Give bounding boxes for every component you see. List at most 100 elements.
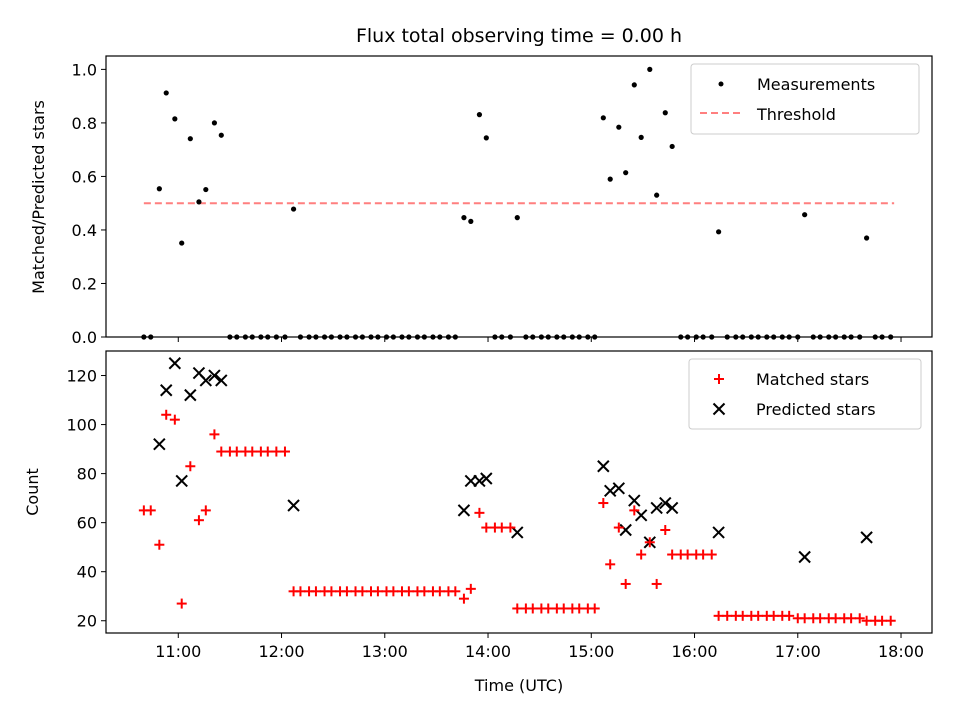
measurement-point [616, 124, 622, 130]
ratio-y-tick-label: 0.0 [72, 328, 97, 347]
matched-point [403, 586, 414, 597]
measurement-point [203, 186, 209, 193]
matched-point [505, 522, 516, 533]
matched-point [660, 525, 671, 536]
ratio-plot-frame [105, 55, 933, 338]
measurement-points [141, 66, 894, 340]
matched-point [753, 610, 764, 621]
legend-predicted-marker [712, 402, 726, 416]
count-panel: Count Time (UTC) 20 40 60 80 100 120 11:00 12:… [23, 350, 933, 695]
ratio-legend: Measurements Threshold [690, 63, 920, 135]
chart-title: Flux total observing time = 0.00 h [356, 25, 682, 47]
predicted-point [208, 369, 221, 382]
matched-point [169, 414, 180, 425]
measurement-point [600, 115, 606, 121]
ratio-panel: Flux total observing time = 0.00 h Match… [29, 25, 933, 347]
matched-point [279, 446, 290, 457]
measurement-point [669, 143, 675, 150]
count-y-tick-label: 60 [77, 514, 97, 533]
matched-point [543, 603, 554, 614]
measurement-point [631, 82, 637, 88]
matched-point [644, 537, 655, 548]
matched-point [247, 446, 258, 457]
count-y-tick-label: 20 [77, 612, 97, 631]
count-x-tick-label: 15:00 [568, 642, 614, 661]
measurement-point [476, 112, 483, 118]
count-x-tick-label: 11:00 [155, 642, 201, 661]
matched-point [667, 549, 678, 560]
matched-point [465, 583, 476, 594]
matched-point [271, 446, 282, 457]
matched-point [262, 446, 273, 457]
count-y-tick-label: 40 [77, 563, 97, 582]
matched-point [161, 409, 172, 420]
predicted-point [457, 504, 471, 517]
count-y-axis: 20 40 60 80 100 120 [66, 367, 106, 631]
matched-point [636, 549, 647, 560]
predicted-point [612, 482, 626, 495]
matched-point [341, 586, 352, 597]
count-y-tick-label: 100 [66, 416, 97, 435]
matched-point [372, 586, 383, 597]
measurement-point [218, 132, 224, 138]
matched-point [784, 610, 795, 621]
count-x-axis-label: Time (UTC) [474, 676, 563, 695]
measurement-point [461, 215, 467, 221]
count-x-tick-label: 18:00 [878, 642, 924, 661]
matched-point [458, 593, 469, 604]
predicted-points [153, 357, 873, 564]
matched-point [419, 586, 430, 597]
predicted-point [184, 388, 197, 402]
matched-points [138, 409, 896, 626]
matched-point [474, 507, 485, 518]
predicted-point [287, 499, 300, 512]
matched-point [434, 586, 445, 597]
matched-point [193, 515, 204, 526]
predicted-point [650, 501, 663, 515]
matched-point [768, 610, 779, 621]
measurement-point [864, 235, 870, 241]
predicted-point [153, 437, 166, 451]
matched-point [706, 549, 717, 560]
matched-point [310, 586, 321, 597]
legend-plus-glyph [714, 374, 724, 384]
measurement-point [156, 186, 162, 192]
predicted-point [628, 494, 641, 507]
ratio-y-tick-label: 0.4 [72, 221, 97, 240]
matched-point [589, 603, 600, 614]
ratio-legend-box [690, 63, 920, 135]
matched-point [885, 615, 896, 626]
matched-point [613, 522, 624, 533]
count-y-tick-label: 120 [66, 367, 97, 386]
measurement-point [196, 199, 202, 205]
predicted-point [168, 357, 182, 370]
matched-point [698, 549, 709, 560]
count-x-tick-label: 14:00 [465, 642, 511, 661]
ratio-y-tick-label: 0.8 [72, 114, 97, 133]
predicted-point [199, 374, 213, 387]
matched-point [722, 610, 733, 621]
predicted-point [712, 526, 725, 539]
measurement-point [662, 110, 668, 116]
matched-point [450, 586, 461, 597]
measurement-point [179, 240, 185, 246]
matched-point [629, 505, 640, 516]
matched-point [830, 613, 841, 624]
matched-point [295, 586, 306, 597]
ratio-y-tick-label: 0.2 [72, 274, 97, 293]
count-plot-frame [105, 350, 933, 634]
count-x-tick-label: 13:00 [362, 642, 408, 661]
measurement-point [290, 206, 297, 212]
legend-matched-label: Matched stars [756, 370, 869, 389]
legend-measurements-label: Measurements [757, 75, 875, 94]
matched-point [815, 613, 826, 624]
matched-point [605, 559, 616, 570]
predicted-point [480, 472, 493, 485]
predicted-point [603, 484, 617, 497]
legend-measurement-marker [718, 81, 724, 87]
measurement-point [716, 229, 722, 235]
count-legend-box [688, 358, 922, 430]
predicted-point [160, 384, 173, 397]
predicted-point [511, 526, 524, 539]
matched-point [357, 586, 368, 597]
